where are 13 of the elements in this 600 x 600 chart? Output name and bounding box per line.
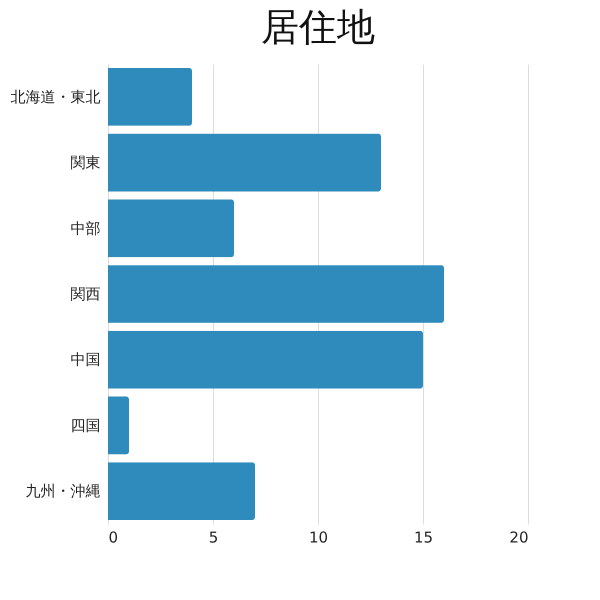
y-tick-label: 北海道・東北 xyxy=(10,88,100,106)
chart-title: 居住地 xyxy=(261,5,375,49)
y-tick-label: 九州・沖縄 xyxy=(26,482,100,500)
x-tick-label: 0 xyxy=(108,528,118,546)
y-tick-label: 中国 xyxy=(70,350,100,369)
y-tick-label: 関西 xyxy=(70,285,100,303)
y-tick-label: 中部 xyxy=(70,219,100,238)
x-tick-label: 20 xyxy=(509,528,528,546)
y-tick-label: 四国 xyxy=(70,416,100,434)
y-tick-label: 関東 xyxy=(70,154,100,172)
x-tick-label: 15 xyxy=(414,528,434,546)
x-tick-label: 5 xyxy=(208,528,218,546)
x-tick-label: 10 xyxy=(308,528,328,546)
